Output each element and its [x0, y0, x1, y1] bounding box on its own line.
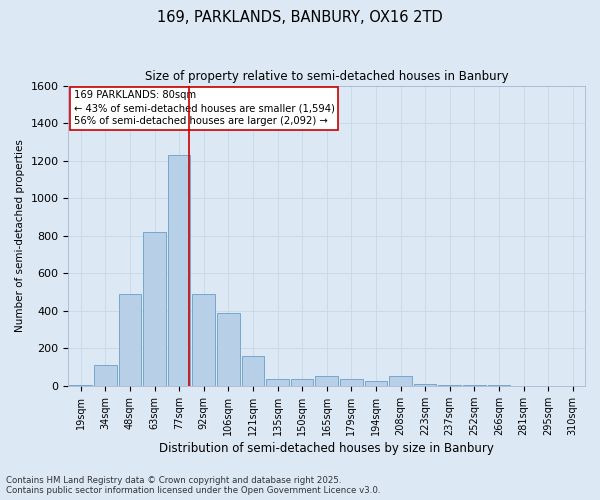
Title: Size of property relative to semi-detached houses in Banbury: Size of property relative to semi-detach… — [145, 70, 509, 83]
Bar — [70, 385, 92, 386]
Text: 169 PARKLANDS: 80sqm
← 43% of semi-detached houses are smaller (1,594)
56% of se: 169 PARKLANDS: 80sqm ← 43% of semi-detac… — [74, 90, 334, 126]
Bar — [217, 312, 239, 386]
Text: 169, PARKLANDS, BANBURY, OX16 2TD: 169, PARKLANDS, BANBURY, OX16 2TD — [157, 10, 443, 25]
Text: Contains HM Land Registry data © Crown copyright and database right 2025.
Contai: Contains HM Land Registry data © Crown c… — [6, 476, 380, 495]
Bar — [119, 294, 141, 386]
Bar — [316, 376, 338, 386]
Bar — [291, 380, 313, 386]
Bar — [266, 380, 289, 386]
Bar — [389, 376, 412, 386]
Bar — [439, 385, 461, 386]
Y-axis label: Number of semi-detached properties: Number of semi-detached properties — [15, 140, 25, 332]
Bar — [242, 356, 264, 386]
Bar — [94, 365, 116, 386]
X-axis label: Distribution of semi-detached houses by size in Banbury: Distribution of semi-detached houses by … — [159, 442, 494, 455]
Bar — [193, 294, 215, 386]
Bar — [414, 384, 436, 386]
Bar — [365, 381, 387, 386]
Bar — [143, 232, 166, 386]
Bar — [168, 155, 190, 386]
Bar — [340, 380, 362, 386]
